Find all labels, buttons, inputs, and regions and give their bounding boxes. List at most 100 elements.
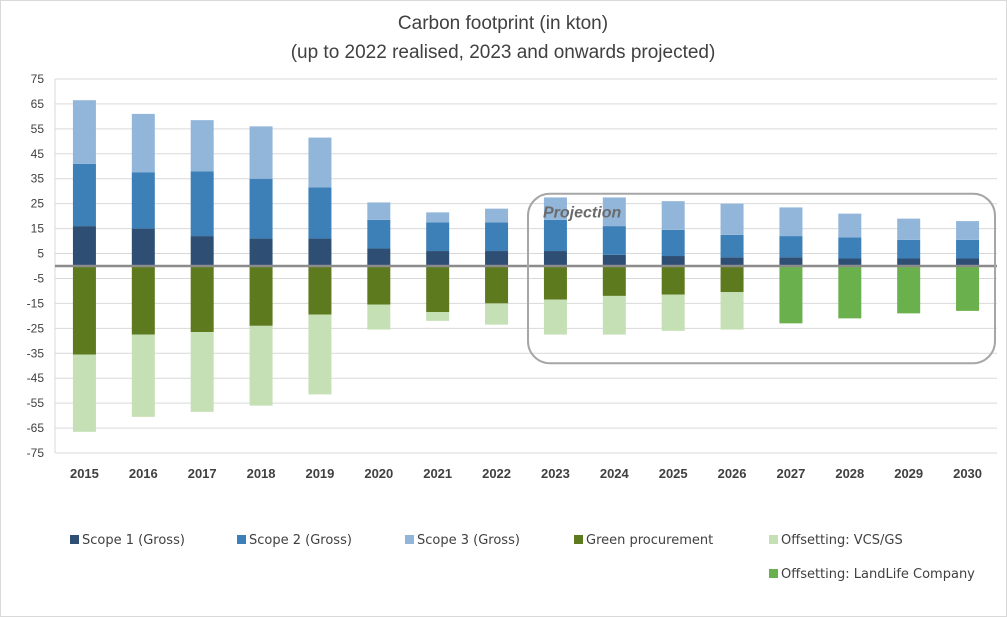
projection-box: [527, 192, 996, 365]
legend-label: Scope 2 (Gross): [249, 533, 352, 548]
y-tick-label: 35: [31, 172, 45, 186]
bar-segment: [720, 203, 744, 235]
bar-segment: [543, 251, 567, 266]
bar-segment: [72, 163, 96, 227]
y-tick-label: -65: [27, 421, 45, 435]
bar-segment: [956, 266, 980, 311]
bar-segment: [720, 257, 744, 266]
y-tick-label: 25: [31, 197, 45, 211]
bar-segment: [897, 218, 921, 240]
bar-segment: [190, 120, 214, 172]
x-tick-label: 2024: [600, 466, 630, 481]
legend-label: Scope 3 (Gross): [417, 533, 520, 548]
bar-segment: [720, 234, 744, 258]
chart-title: Carbon footprint (in kton): [398, 13, 608, 34]
x-tick-label: 2016: [129, 466, 158, 481]
y-tick-label: -15: [27, 296, 45, 310]
legend-item: Scope 2 (Gross): [237, 533, 352, 548]
bar-segment: [249, 126, 273, 179]
x-tick-label: 2018: [247, 466, 276, 481]
bar-segment: [367, 248, 391, 266]
bar-segment: [543, 219, 567, 252]
legend-item: Scope 3 (Gross): [405, 533, 520, 548]
bar-segment: [838, 213, 862, 238]
legend-swatch: [405, 535, 414, 544]
x-axis-ticks: 2015 2016 2017 2018 2019 2020 2021 2022 2023 2024…: [70, 466, 982, 481]
bar-segment: [308, 238, 332, 266]
bar-segment: [661, 294, 685, 331]
y-tick-label: -45: [27, 371, 45, 385]
bar-segment: [956, 221, 980, 240]
bar-segment: [838, 266, 862, 319]
bar-segment: [308, 314, 332, 395]
bar-segment: [543, 197, 567, 220]
bar-segment: [779, 257, 803, 266]
bar-segment: [543, 299, 567, 335]
bar-segment: [956, 239, 980, 259]
bar-segment: [308, 266, 332, 315]
bar-segment: [190, 332, 214, 412]
x-tick-label: 2017: [188, 466, 217, 481]
bar-segment: [956, 258, 980, 266]
y-tick-label: -75: [27, 446, 45, 460]
bar-segment: [661, 201, 685, 230]
legend-swatch: [70, 535, 79, 544]
x-tick-label: 2022: [482, 466, 511, 481]
bar-segment: [367, 202, 391, 220]
bar-segment: [661, 256, 685, 266]
legend-swatch: [769, 569, 778, 578]
x-tick-label: 2026: [718, 466, 747, 481]
x-tick-label: 2020: [364, 466, 393, 481]
y-tick-label: 75: [31, 72, 45, 86]
legend-swatch: [237, 535, 246, 544]
y-tick-label: -55: [27, 396, 45, 410]
x-tick-label: 2019: [305, 466, 334, 481]
y-tick-label: -5: [33, 271, 44, 285]
bar-segment: [190, 236, 214, 266]
bar-segment: [543, 266, 567, 300]
bar-segment: [308, 137, 332, 188]
x-tick-label: 2015: [70, 466, 99, 481]
x-tick-label: 2025: [659, 466, 688, 481]
bar-segment: [602, 254, 626, 266]
bar-segment: [838, 258, 862, 266]
bar-segment: [190, 266, 214, 333]
bar-segment: [426, 312, 450, 321]
legend-item: Offsetting: LandLife Company: [769, 567, 975, 582]
bar-segment: [249, 178, 273, 239]
bar-segment: [131, 172, 155, 229]
bar-segment: [131, 113, 155, 173]
x-tick-label: 2030: [953, 466, 982, 481]
bar-segment: [779, 266, 803, 324]
bar-segment: [602, 197, 626, 227]
legend-item: Green procurement: [574, 533, 713, 548]
annotations: Projection: [527, 192, 996, 365]
projection-label: Projection: [543, 205, 621, 222]
bar-segment: [485, 222, 509, 252]
bar-segment: [661, 266, 685, 295]
bar-segment: [131, 334, 155, 417]
bar-segment: [72, 266, 96, 355]
bar-segment: [249, 238, 273, 266]
x-tick-label: 2027: [776, 466, 805, 481]
y-tick-label: -25: [27, 321, 45, 335]
legend-swatch: [574, 535, 583, 544]
y-tick-label: 45: [31, 147, 45, 161]
bar-segment: [72, 100, 96, 164]
y-tick-label: 55: [31, 122, 45, 136]
bar-segment: [72, 226, 96, 266]
y-tick-label: 65: [31, 97, 45, 111]
bar-segment: [602, 266, 626, 296]
bar-segment: [602, 295, 626, 335]
bar-segment: [426, 251, 450, 266]
bar-segment: [308, 187, 332, 239]
bar-segment: [426, 212, 450, 223]
x-tick-label: 2029: [894, 466, 923, 481]
bar-segment: [367, 304, 391, 330]
legend-swatch: [769, 535, 778, 544]
legend-item: Offsetting: VCS/GS: [769, 533, 903, 548]
legend: Scope 1 (Gross) Scope 2 (Gross) Scope 3 (G…: [70, 533, 975, 582]
bar-segment: [720, 292, 744, 330]
legend-label: Offsetting: VCS/GS: [781, 533, 903, 548]
x-tick-label: 2028: [835, 466, 864, 481]
